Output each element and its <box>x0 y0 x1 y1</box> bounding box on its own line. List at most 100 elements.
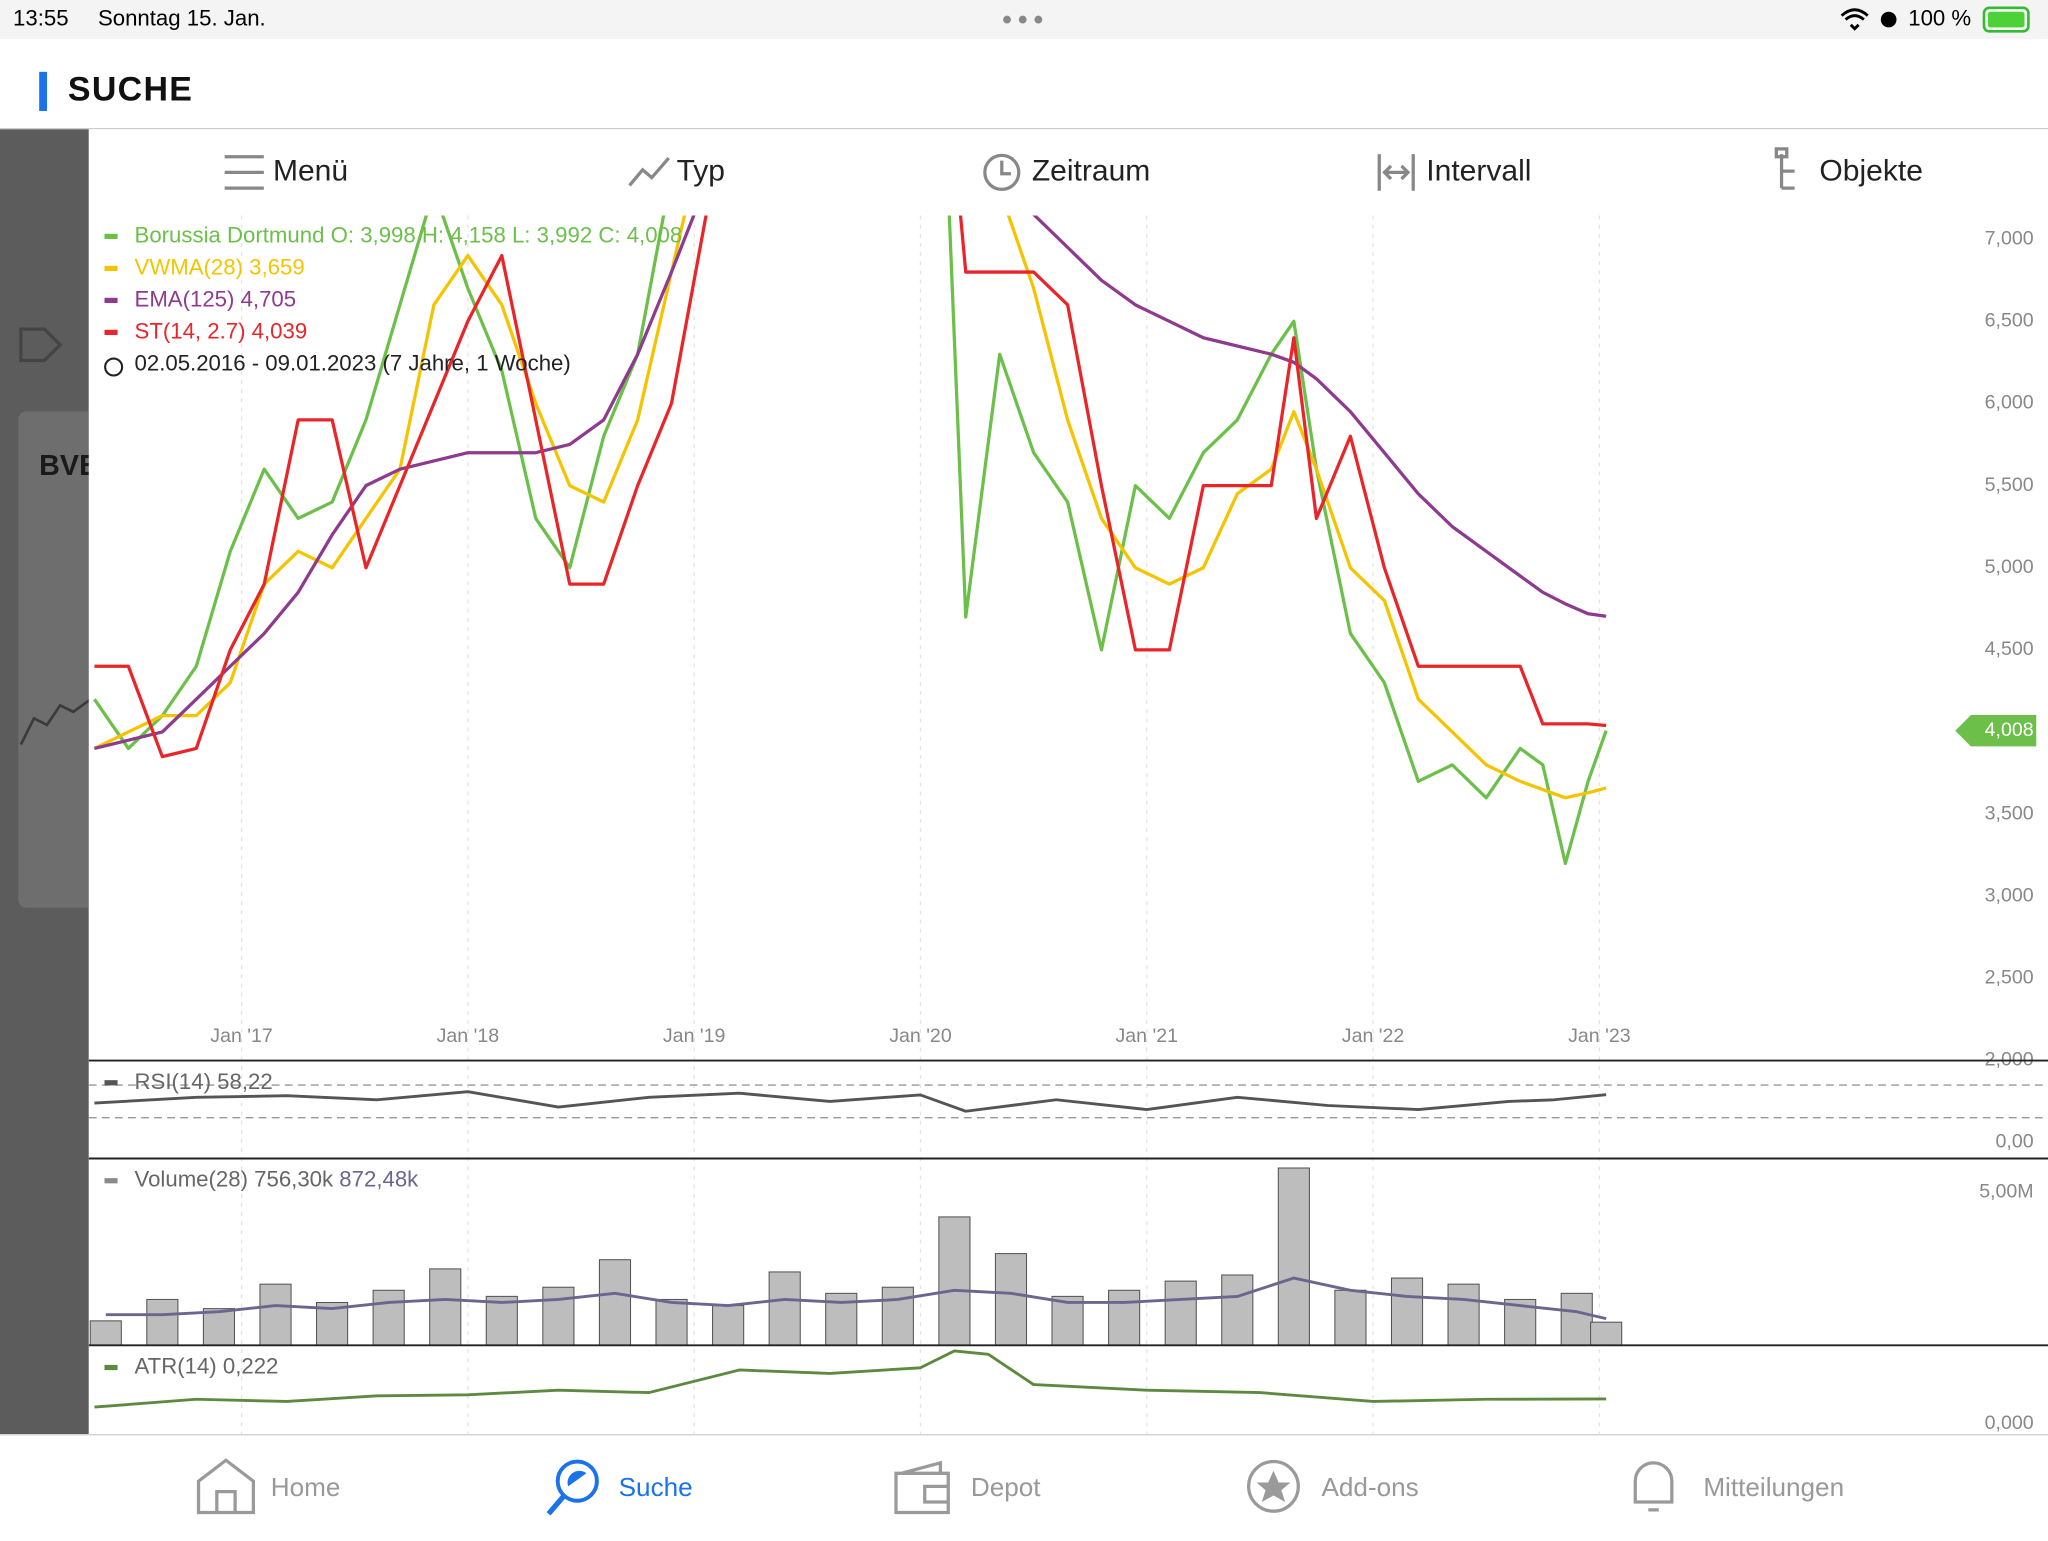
panel <box>94 1349 1607 1409</box>
volume-bar <box>1164 1280 1197 1346</box>
wifi-icon <box>1840 8 1869 31</box>
legend-swatch <box>104 1178 118 1184</box>
toolbar-button[interactable]: Zeitraum <box>1032 154 1150 187</box>
y-tick-label: 6,000 <box>1985 392 2034 414</box>
menu-icon <box>224 155 264 190</box>
legend-key: L: <box>512 222 531 247</box>
volume-bar <box>1108 1289 1141 1346</box>
x-tick-label: Jan '17 <box>210 1025 273 1047</box>
toolbar-button[interactable]: Intervall <box>1426 154 1531 187</box>
legend-entry: VWMA(28) 3,659 <box>135 254 305 279</box>
legend-value: 0,222 <box>223 1353 279 1378</box>
volume-bar <box>429 1268 462 1346</box>
x-tick-label: Jan '23 <box>1568 1025 1631 1047</box>
volume-bar <box>542 1286 575 1346</box>
objects-node <box>1774 147 1789 159</box>
volume-bar <box>146 1298 179 1346</box>
volume-bar <box>372 1289 405 1346</box>
legend-entry: ST(14, 2.7) 4,039 <box>135 318 308 343</box>
x-tick-label: Jan '22 <box>1342 1025 1405 1047</box>
legend-value: 4,039 <box>252 318 308 343</box>
panel <box>93 215 1608 866</box>
series-line <box>94 215 1607 750</box>
tag-icon <box>19 327 63 363</box>
bell-icon <box>1633 1461 1674 1512</box>
legend-entry: Borussia Dortmund O: 3,998 H: 4,158 L: 3… <box>135 222 683 247</box>
x-tick-label: Jan '19 <box>663 1025 726 1047</box>
tab-label[interactable]: Mitteilungen <box>1703 1472 1844 1502</box>
legend-name: Borussia Dortmund <box>135 222 325 247</box>
tab-label[interactable]: Add-ons <box>1321 1472 1418 1502</box>
volume-bar <box>1221 1274 1254 1346</box>
tab-label[interactable]: Home <box>271 1472 341 1502</box>
y-tick-label: 4,500 <box>1985 638 2034 660</box>
volume-bar <box>1560 1292 1593 1346</box>
sidebar: BVB <box>0 129 109 1435</box>
y-tick-label: 3,500 <box>1985 802 2034 824</box>
legend-name: ATR(14) <box>135 1353 217 1378</box>
y-tick-label: 5,500 <box>1985 474 2034 496</box>
legend-value: 4,705 <box>241 286 297 311</box>
type-icon <box>628 156 670 187</box>
sidebar-card[interactable] <box>18 411 109 908</box>
legend-name: RSI(14) <box>135 1069 211 1094</box>
volume-bar <box>768 1271 801 1346</box>
legend-value: 58,22 <box>217 1069 273 1094</box>
clock-hands <box>1000 160 1011 176</box>
battery-text: 100 % <box>1908 5 1971 30</box>
toolbar-button[interactable]: Typ <box>677 154 725 187</box>
panel <box>89 1167 1623 1346</box>
multitask-dots[interactable] <box>1003 15 1043 24</box>
legend-swatch <box>104 233 118 240</box>
header-accent <box>39 71 48 112</box>
y-tick-label: 3,000 <box>1985 884 2034 906</box>
legend-value: 756,30k <box>254 1167 334 1192</box>
clock-icon <box>983 153 1021 192</box>
volume-bar <box>1590 1321 1623 1346</box>
legend-entry: RSI(14) 58,22 <box>135 1069 273 1094</box>
panel <box>94 1090 1607 1113</box>
legend-name: Volume(28) <box>135 1167 248 1192</box>
chart-background <box>88 215 2048 1435</box>
home-icon <box>196 1458 256 1515</box>
tab-label[interactable]: Suche <box>619 1472 693 1502</box>
legend-value: 3,659 <box>249 254 305 279</box>
tab-label[interactable]: Depot <box>971 1472 1041 1502</box>
legend-swatch <box>104 265 118 272</box>
volume-bar <box>1390 1277 1424 1346</box>
legend-value: 3,998 <box>360 222 416 247</box>
y-tick-label: 2,500 <box>1985 967 2034 989</box>
toolbar-button[interactable]: Objekte <box>1819 154 1923 187</box>
x-tick-label: Jan '18 <box>437 1025 500 1047</box>
volume-bar <box>259 1283 292 1346</box>
star-icon <box>1256 1470 1291 1503</box>
legend-value: 3,992 <box>537 222 593 247</box>
price-flag-label: 4,008 <box>1985 719 2034 741</box>
y-tick-label: 5,00M <box>1979 1181 2033 1203</box>
battery-icon <box>1982 6 2030 33</box>
objects-icon <box>1779 154 1795 190</box>
legend-key: O: <box>331 222 354 247</box>
legend-swatch <box>104 1364 118 1371</box>
legend-entry: EMA(125) 4,705 <box>135 286 297 311</box>
y-tick-label: 7,000 <box>1985 227 2034 249</box>
volume-bar <box>938 1216 971 1346</box>
interval-icon <box>1377 154 1415 191</box>
status-date: Sonntag 15. Jan. <box>98 5 266 30</box>
series-line <box>93 215 1607 800</box>
legend-value: 872,48k <box>339 1167 419 1192</box>
legend-swatch <box>104 297 118 304</box>
legend-swatch <box>104 1080 118 1086</box>
header <box>0 39 2048 129</box>
toolbar-button[interactable]: Menü <box>273 154 348 187</box>
volume-bar <box>89 1320 122 1346</box>
legend-value: 4,008 <box>627 222 683 247</box>
legend-key: H: <box>422 222 444 247</box>
battery-level <box>1987 11 2025 28</box>
volume-bar <box>1447 1283 1480 1346</box>
series-line <box>105 1276 1607 1321</box>
volume-bar <box>1277 1167 1310 1346</box>
volume-bar <box>485 1295 518 1346</box>
legend-name: ST(14, 2.7) <box>135 318 246 343</box>
search-icon <box>546 1459 599 1516</box>
